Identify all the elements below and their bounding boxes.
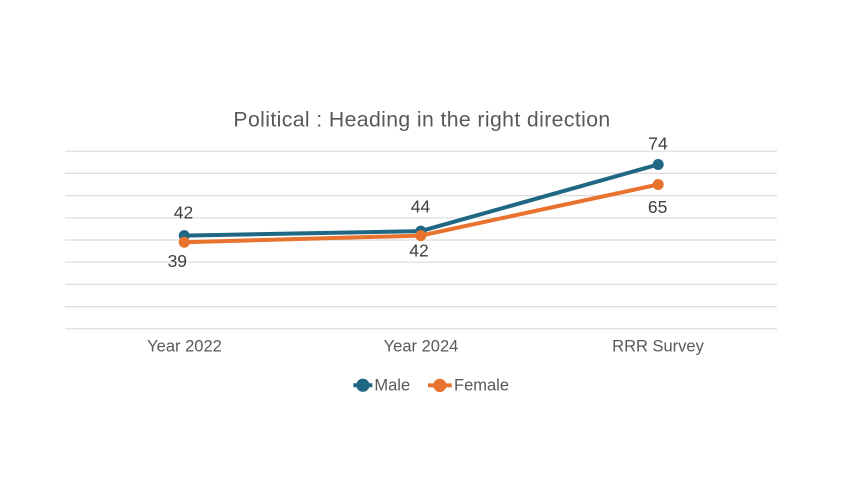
svg-text:Female: Female [454,376,509,394]
svg-text:74: 74 [648,134,668,154]
svg-text:42: 42 [174,203,193,223]
svg-text:Year 2024: Year 2024 [384,338,459,356]
svg-text:65: 65 [648,197,667,217]
svg-text:RRR Survey: RRR Survey [612,338,704,356]
svg-text:Political : Heading in the rig: Political : Heading in the right directi… [233,109,610,132]
svg-text:42: 42 [409,241,428,261]
svg-text:39: 39 [168,251,187,271]
svg-text:44: 44 [411,196,431,216]
svg-text:Male: Male [374,376,410,394]
svg-text:Year 2022: Year 2022 [147,338,222,356]
